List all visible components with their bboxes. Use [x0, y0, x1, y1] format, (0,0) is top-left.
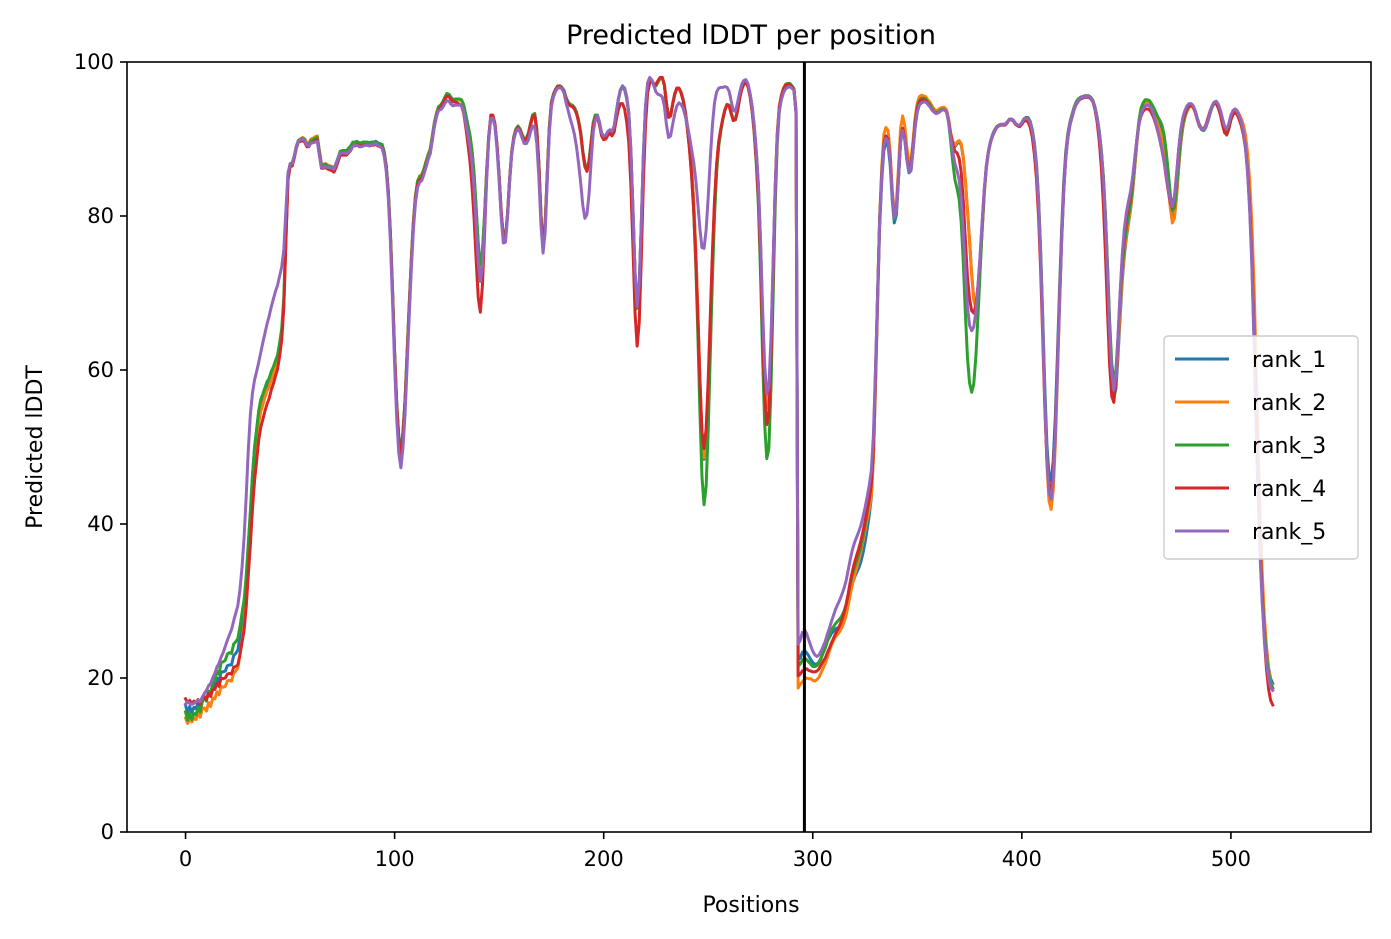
x-tick-label: 300 [793, 847, 833, 871]
plot-area [126, 61, 1372, 833]
y-tick-label: 40 [87, 512, 114, 536]
legend: rank_1 rank_2 rank_3 rank_4 rank_5 [1163, 335, 1359, 560]
y-tick-label: 0 [101, 820, 114, 844]
x-tick-label: 0 [179, 847, 192, 871]
legend-label-rank-4: rank_4 [1252, 477, 1326, 502]
y-tick-label: 20 [87, 666, 114, 690]
x-tick-label: 200 [584, 847, 624, 871]
x-axis-label: Positions [702, 893, 799, 918]
y-tick-label: 60 [87, 358, 114, 382]
chart-title: Predicted lDDT per position [566, 20, 936, 51]
y-axis-label: Predicted lDDT [23, 365, 48, 529]
legend-frame [1163, 335, 1359, 560]
x-axis-ticks: 0 100 200 300 400 500 [179, 832, 1251, 871]
legend-label-rank-1: rank_1 [1252, 348, 1326, 373]
series-line-rank-5 [183, 75, 1275, 707]
series-layer [183, 75, 1275, 725]
legend-label-rank-3: rank_3 [1252, 434, 1326, 459]
legend-label-rank-2: rank_2 [1252, 391, 1326, 416]
y-tick-label: 80 [87, 204, 114, 228]
x-tick-label: 400 [1002, 847, 1042, 871]
y-axis-ticks: 0 20 40 60 80 100 [74, 50, 127, 844]
legend-label-rank-5: rank_5 [1252, 520, 1326, 545]
y-tick-label: 100 [74, 50, 114, 74]
x-tick-label: 100 [375, 847, 415, 871]
x-tick-label: 500 [1211, 847, 1251, 871]
legend-entries: rank_1 rank_2 rank_3 rank_4 rank_5 [1175, 348, 1326, 545]
plot-frame [126, 61, 1372, 833]
